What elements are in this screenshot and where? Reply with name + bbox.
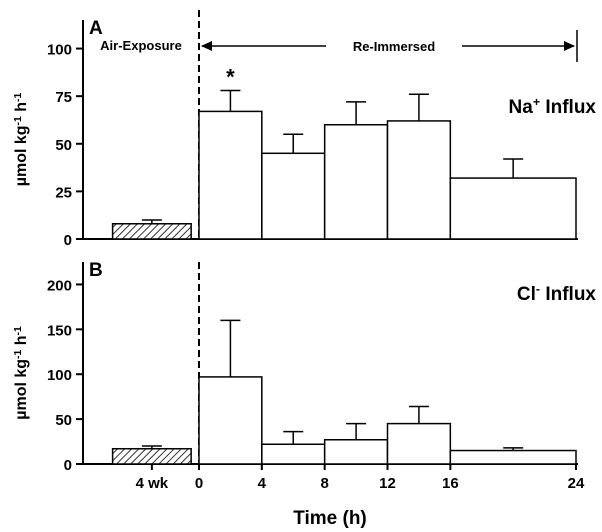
bar <box>386 405 452 465</box>
bar-rect <box>386 422 452 465</box>
x-tick-label: 4 wk <box>136 475 169 492</box>
bar-rect <box>198 110 263 240</box>
x-axis: 4 wk 0 4 8 12 16 24 Time (h) <box>136 464 585 529</box>
y-tick-label: 0 <box>64 232 72 249</box>
bar <box>386 93 452 240</box>
bar <box>449 447 577 465</box>
influx-label: Cl- Influx <box>517 282 597 305</box>
bar: * <box>198 64 263 240</box>
y-tick-label: 0 <box>64 457 72 474</box>
bar-rect <box>323 439 389 465</box>
y-tick-label: 50 <box>55 412 72 429</box>
bar <box>261 430 326 465</box>
influx-label: Na+ Influx <box>509 95 597 118</box>
y-tick-label: 25 <box>55 184 72 201</box>
bar <box>111 445 192 465</box>
x-tick-label: 0 <box>195 475 203 492</box>
bar-rect <box>449 449 577 465</box>
x-tick-label: 24 <box>568 475 585 492</box>
x-tick-label: 4 <box>258 475 267 492</box>
bar <box>261 133 326 240</box>
y-tick-label: 150 <box>47 322 72 339</box>
bar <box>198 319 263 465</box>
reimmersed-label: Re-Immersed <box>353 39 435 54</box>
bar <box>111 219 192 240</box>
y-tick-label: 50 <box>55 137 72 154</box>
bar-rect <box>261 152 326 240</box>
bar <box>323 422 389 465</box>
y-tick-label: 75 <box>55 89 72 106</box>
x-tick-label: 12 <box>379 475 396 492</box>
bar-rect <box>323 123 389 240</box>
bar-rect <box>386 120 452 240</box>
y-axis-title: µmol kg-1 h-1 <box>13 93 31 187</box>
arrow-head-right <box>564 41 575 51</box>
y-tick-label: 100 <box>47 42 72 59</box>
bar-rect <box>449 177 577 240</box>
bar-rect <box>261 443 326 465</box>
x-axis-title: Time (h) <box>293 508 367 529</box>
y-tick-label: 100 <box>47 367 72 384</box>
bar <box>449 158 577 240</box>
bar-rect <box>198 376 263 465</box>
arrow-head-left <box>201 41 212 51</box>
bar-rect <box>111 223 192 240</box>
y-axis-title: µmol kg-1 h-1 <box>13 326 31 420</box>
bar <box>323 101 389 240</box>
bar-rect <box>111 447 192 465</box>
x-tick-label: 16 <box>442 475 459 492</box>
panel-letter: B <box>89 260 103 281</box>
y-tick-label: 200 <box>47 277 72 294</box>
x-tick-label: 8 <box>320 475 328 492</box>
panel-letter: A <box>89 18 103 39</box>
air-exposure-label: Air-Exposure <box>100 38 182 53</box>
significance-marker: * <box>226 64 235 89</box>
